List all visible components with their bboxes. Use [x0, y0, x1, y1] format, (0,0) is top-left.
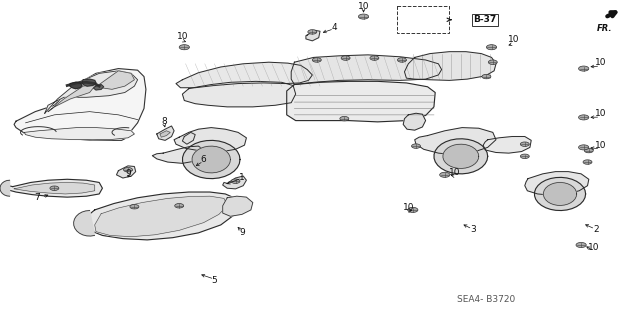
Circle shape	[412, 144, 420, 148]
Text: 1: 1	[239, 173, 244, 182]
Circle shape	[482, 74, 491, 79]
Polygon shape	[99, 71, 134, 89]
Circle shape	[340, 116, 349, 121]
Text: 10: 10	[508, 35, 519, 44]
Polygon shape	[434, 139, 488, 174]
Polygon shape	[14, 69, 146, 140]
Polygon shape	[14, 182, 95, 194]
Circle shape	[370, 56, 379, 60]
Text: 5: 5	[212, 276, 217, 285]
Polygon shape	[223, 176, 246, 189]
Polygon shape	[74, 211, 95, 236]
Polygon shape	[483, 137, 531, 153]
Circle shape	[486, 45, 497, 50]
Circle shape	[341, 56, 350, 60]
Circle shape	[308, 30, 317, 34]
Polygon shape	[287, 81, 435, 122]
Polygon shape	[116, 166, 136, 178]
Polygon shape	[174, 128, 246, 152]
Polygon shape	[543, 182, 577, 205]
Text: 10: 10	[595, 58, 606, 67]
Polygon shape	[84, 192, 238, 240]
Text: FR.: FR.	[597, 24, 612, 33]
Text: 9: 9	[239, 228, 244, 237]
Polygon shape	[182, 132, 195, 144]
Text: 10: 10	[595, 141, 606, 150]
Polygon shape	[160, 131, 170, 137]
Polygon shape	[95, 196, 227, 237]
Polygon shape	[306, 30, 320, 41]
Circle shape	[358, 14, 369, 19]
Text: 9: 9	[125, 169, 131, 178]
Text: 3: 3	[471, 225, 476, 234]
Circle shape	[583, 160, 592, 164]
Polygon shape	[0, 180, 10, 196]
Circle shape	[520, 142, 529, 146]
Text: 10: 10	[403, 203, 414, 212]
Text: B-37: B-37	[474, 15, 497, 24]
Polygon shape	[157, 126, 174, 140]
Polygon shape	[525, 172, 589, 195]
Text: 10: 10	[595, 109, 606, 118]
Polygon shape	[182, 81, 296, 107]
Circle shape	[408, 207, 418, 212]
Bar	[397, 6, 449, 33]
Polygon shape	[24, 128, 134, 140]
Polygon shape	[403, 113, 426, 130]
Circle shape	[579, 66, 589, 71]
Polygon shape	[82, 79, 96, 86]
Circle shape	[312, 58, 321, 62]
Polygon shape	[93, 85, 104, 90]
Text: 4: 4	[332, 23, 337, 32]
Polygon shape	[45, 71, 138, 113]
Polygon shape	[192, 146, 230, 173]
Polygon shape	[534, 177, 586, 211]
Polygon shape	[69, 82, 82, 89]
Circle shape	[488, 60, 497, 64]
Polygon shape	[223, 196, 253, 216]
Text: 8: 8	[161, 117, 166, 126]
Polygon shape	[182, 140, 240, 179]
Polygon shape	[415, 128, 496, 155]
Text: 10: 10	[449, 168, 460, 177]
Polygon shape	[404, 52, 496, 80]
Text: SEA4- B3720: SEA4- B3720	[457, 295, 516, 304]
Text: 10: 10	[588, 243, 600, 252]
Polygon shape	[443, 144, 479, 168]
Circle shape	[579, 145, 589, 150]
Polygon shape	[176, 62, 312, 88]
Polygon shape	[152, 146, 205, 163]
Circle shape	[179, 45, 189, 50]
Circle shape	[50, 186, 59, 190]
Text: 7: 7	[35, 193, 40, 202]
Circle shape	[130, 204, 139, 209]
Circle shape	[231, 179, 240, 183]
Text: 10: 10	[358, 2, 369, 11]
Circle shape	[124, 167, 132, 172]
Text: 6: 6	[201, 155, 206, 164]
Circle shape	[579, 115, 589, 120]
Text: 2: 2	[594, 225, 599, 234]
Circle shape	[397, 58, 406, 62]
Text: 10: 10	[177, 32, 188, 41]
Polygon shape	[291, 55, 442, 85]
Circle shape	[520, 154, 529, 159]
Circle shape	[440, 172, 450, 177]
Polygon shape	[6, 179, 102, 197]
Polygon shape	[48, 85, 96, 112]
Circle shape	[175, 204, 184, 208]
Circle shape	[576, 242, 586, 248]
Circle shape	[584, 148, 593, 153]
